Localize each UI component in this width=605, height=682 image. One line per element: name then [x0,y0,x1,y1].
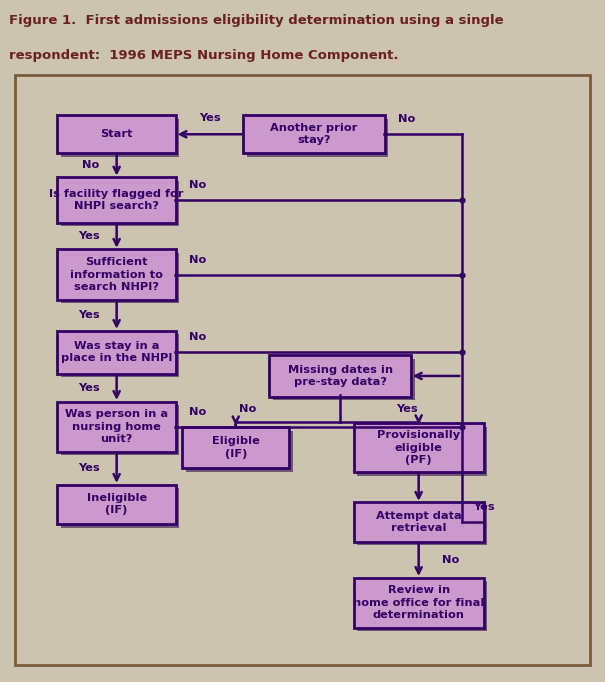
FancyBboxPatch shape [353,578,484,627]
FancyBboxPatch shape [247,119,388,157]
Text: Yes: Yes [473,502,494,512]
FancyBboxPatch shape [57,331,176,374]
Text: Ineligible
(IF): Ineligible (IF) [87,493,147,516]
Text: Was person in a
nursing home
unit?: Was person in a nursing home unit? [65,409,168,444]
Text: No: No [239,404,256,414]
FancyBboxPatch shape [357,506,487,546]
FancyBboxPatch shape [57,115,176,153]
Text: Yes: Yes [396,404,418,414]
Text: Yes: Yes [199,113,220,123]
Text: Missing dates in
pre-stay data?: Missing dates in pre-stay data? [288,365,393,387]
Text: No: No [189,332,206,342]
FancyBboxPatch shape [57,402,176,451]
FancyBboxPatch shape [357,581,487,632]
FancyBboxPatch shape [57,484,176,524]
Text: No: No [189,180,206,190]
FancyBboxPatch shape [273,359,414,400]
FancyBboxPatch shape [269,355,411,396]
Text: No: No [442,554,459,565]
Text: Provisionally
eligible
(PF): Provisionally eligible (PF) [377,430,460,465]
Text: No: No [189,254,206,265]
FancyBboxPatch shape [57,250,176,299]
FancyBboxPatch shape [61,334,179,377]
FancyBboxPatch shape [61,405,179,456]
FancyBboxPatch shape [353,503,484,542]
Text: Start: Start [100,130,133,139]
Text: Is facility flagged for
NHPI search?: Is facility flagged for NHPI search? [50,189,184,211]
Text: No: No [399,115,416,124]
FancyBboxPatch shape [353,423,484,472]
Text: Figure 1.  First admissions eligibility determination using a single: Figure 1. First admissions eligibility d… [9,14,504,27]
FancyBboxPatch shape [61,488,179,528]
Text: Yes: Yes [78,231,100,241]
Text: No: No [189,406,206,417]
Text: Review in
home office for final
determination: Review in home office for final determin… [353,585,485,620]
FancyBboxPatch shape [357,427,487,475]
Text: Sufficient
information to
search NHPI?: Sufficient information to search NHPI? [70,257,163,292]
FancyBboxPatch shape [57,177,176,222]
Text: Another prior
stay?: Another prior stay? [270,123,358,145]
FancyBboxPatch shape [61,253,179,303]
Text: Yes: Yes [78,463,100,473]
FancyBboxPatch shape [243,115,385,153]
Text: Eligible
(IF): Eligible (IF) [212,436,260,459]
FancyBboxPatch shape [186,430,293,472]
Text: Yes: Yes [78,310,100,320]
Text: Attempt data
retrieval: Attempt data retrieval [376,511,462,533]
FancyBboxPatch shape [61,181,179,226]
Text: Was stay in a
place in the NHPI: Was stay in a place in the NHPI [61,341,172,364]
Text: Yes: Yes [78,383,100,393]
Text: respondent:  1996 MEPS Nursing Home Component.: respondent: 1996 MEPS Nursing Home Compo… [9,48,399,61]
FancyBboxPatch shape [61,119,179,157]
FancyBboxPatch shape [182,427,289,468]
Text: No: No [82,160,99,170]
